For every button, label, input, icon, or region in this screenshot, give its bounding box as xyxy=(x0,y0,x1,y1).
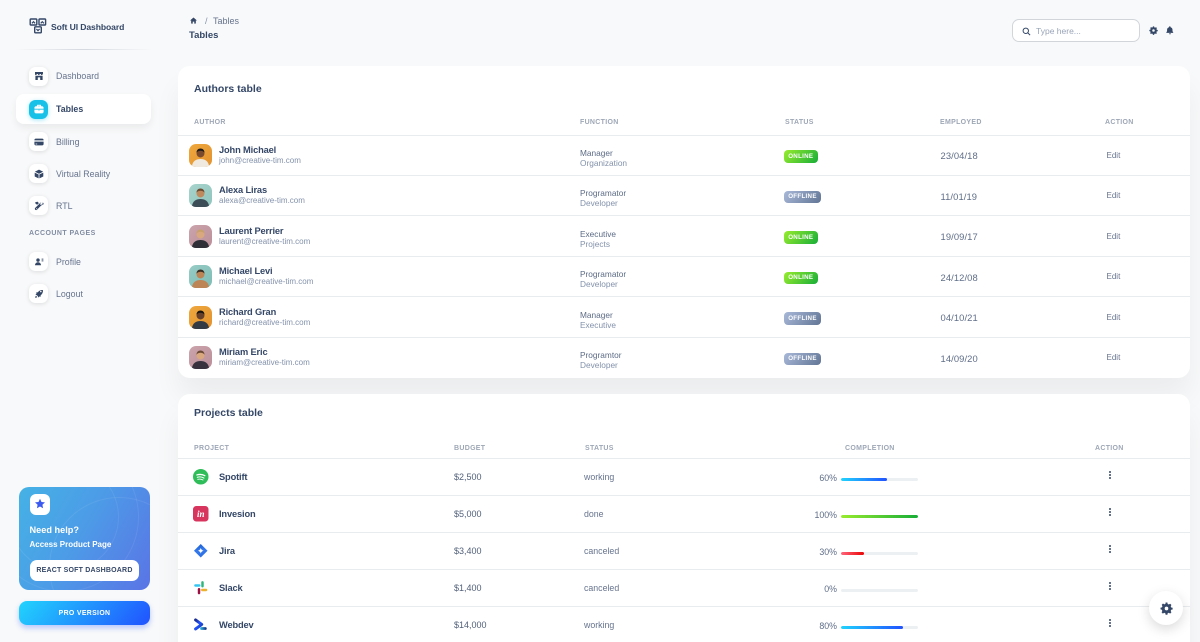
svg-text:in: in xyxy=(197,509,205,519)
